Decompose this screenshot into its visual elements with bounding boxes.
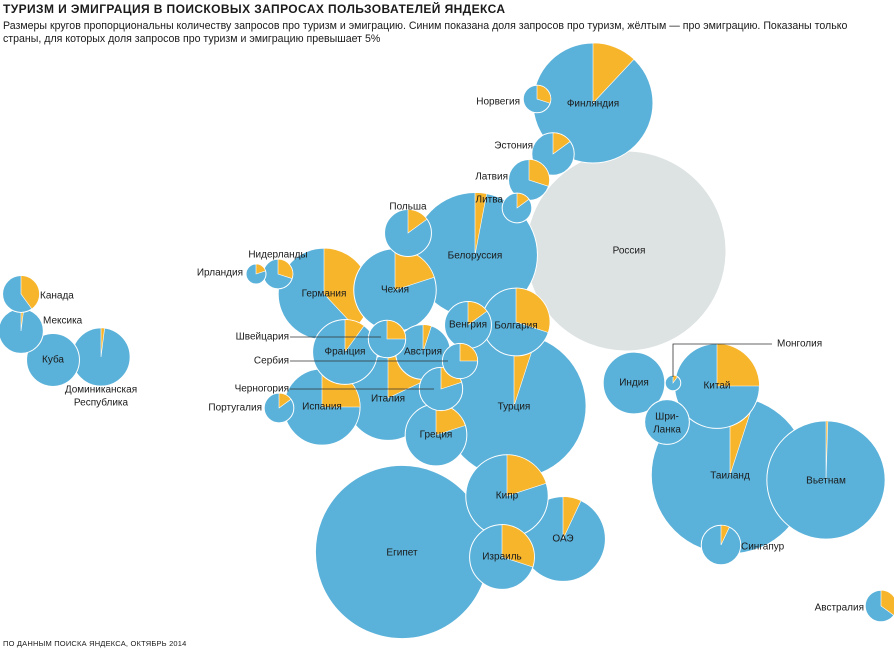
emigration-slice-доминиканская-республика [100,327,105,358]
label-белоруссия: Белоруссия [448,251,503,262]
label-франция: Франция [325,347,366,358]
label-германия: Германия [302,289,347,300]
label-оаэ: ОАЭ [552,534,573,545]
label-норвегия: Норвегия [476,97,520,108]
bubble-венгрия [444,301,492,349]
bubble-португалия [263,392,295,424]
label-швейцария: Швейцария [236,332,289,343]
label-австрия: Австрия [404,347,442,358]
emigration-slice-нидерланды [277,258,294,279]
emigration-slice-вьетнам [825,420,829,481]
label-индия: Индия [619,378,649,389]
bubble-кипр [465,454,549,538]
bubble-доминиканская-республика [71,327,131,387]
label-португалия: Португалия [208,403,262,414]
emigration-slice-норвегия [536,84,552,104]
label-кипр: Кипр [496,491,519,502]
label-мексика: Мексика [43,316,83,327]
bubble-черногория [418,366,464,412]
label-финляндия: Финляндия [567,99,619,110]
label-израиль: Израиль [482,552,522,563]
label-таиланд: Таиланд [710,471,750,482]
emigration-slice-португалия [278,392,292,409]
bubble-китай [674,343,760,429]
emigration-slice-ирландия [255,263,266,275]
bubble-куба [26,333,80,387]
bubble-ирландия [245,263,267,285]
emigration-slice-венгрия [467,301,488,326]
label-австралия: Австралия [815,603,864,614]
label-турция: Турция [498,402,531,413]
bubble-вьетнам [766,420,886,540]
label-венгрия: Венгрия [449,320,487,331]
bubble-греция [404,403,468,467]
bubble-израиль [469,524,535,590]
bubble-литва [501,192,533,224]
emigration-slice-франция [344,319,365,353]
emigration-slice-австралия [880,589,894,616]
emigration-slice-сербия [459,343,478,362]
bubble-сингапур [700,524,742,566]
tourism-slice-шри-ланка [644,399,690,445]
label-болгария: Болгария [494,321,537,332]
emigration-slice-кипр [506,454,547,497]
bubble-канада [2,275,40,313]
emigration-slice-израиль [501,524,535,568]
label-чехия: Чехия [381,285,409,296]
label-доминиканская-республика: Доминиканская Республика [65,384,137,408]
label-куба: Куба [42,354,64,366]
chart-subtitle: Размеры кругов пропорциональны количеств… [3,20,848,45]
bubble-болгария [481,287,551,357]
label-испания: Испания [302,402,342,413]
bubble-австралия [864,589,894,623]
emigration-slice-сингапур [720,524,730,546]
emigration-slice-литва [516,192,530,209]
label-нидерланды: Нидерланды [248,250,307,261]
emigration-slice-белоруссия [474,192,488,256]
label-черногория: Черногория [235,384,289,395]
label-польша: Польша [389,202,427,213]
label-канада: Канада [40,291,74,302]
label-египет: Египет [386,548,418,559]
emigration-slice-оаэ [562,496,582,540]
emigration-slice-болгария [515,287,551,333]
bubble-шри-ланка [644,399,690,445]
leader-line-монголия [672,343,772,377]
emigration-slice-китай [716,343,760,387]
label-греция: Греция [420,430,453,441]
label-сербия: Сербия [254,355,289,367]
emigration-slice-финляндия [592,42,635,104]
label-китай: Китай [703,381,730,392]
bubble-монголия [664,374,682,392]
label-сингапур: Сингапур [741,542,785,553]
bubble-швейцария [367,319,407,359]
label-литва: Литва [476,195,504,206]
label-италия: Италия [371,394,405,405]
bubble-мексика [0,308,44,354]
source-note: ПО ДАННЫМ ПОИСКА ЯНДЕКСА, ОКТЯБРЬ 2014 [3,639,187,648]
label-вьетнам: Вьетнам [806,476,846,487]
bubble-норвегия [522,84,552,114]
bubble-латвия [508,159,550,201]
label-ирландия: Ирландия [197,268,243,279]
label-латвия: Латвия [475,172,508,183]
bubble-нидерланды [262,258,294,290]
tourism-slice-куба [26,333,80,387]
emigration-slice-швейцария [386,319,407,340]
chart-title: ТУРИЗМ И ЭМИГРАЦИЯ В ПОИСКОВЫХ ЗАПРОСАХ … [3,2,506,16]
label-монголия: Монголия [777,339,822,350]
bubble-польша [384,209,432,257]
emigration-slice-австрия [422,324,432,353]
label-россия: Россия [613,246,646,257]
emigration-slice-польша [407,209,428,234]
emigration-slice-канада [20,275,40,310]
label-шри-ланка: Шри-Ланка [653,411,681,435]
emigration-slice-эстония [552,132,571,155]
emigration-slice-латвия [528,159,550,187]
label-эстония: Эстония [494,141,533,152]
